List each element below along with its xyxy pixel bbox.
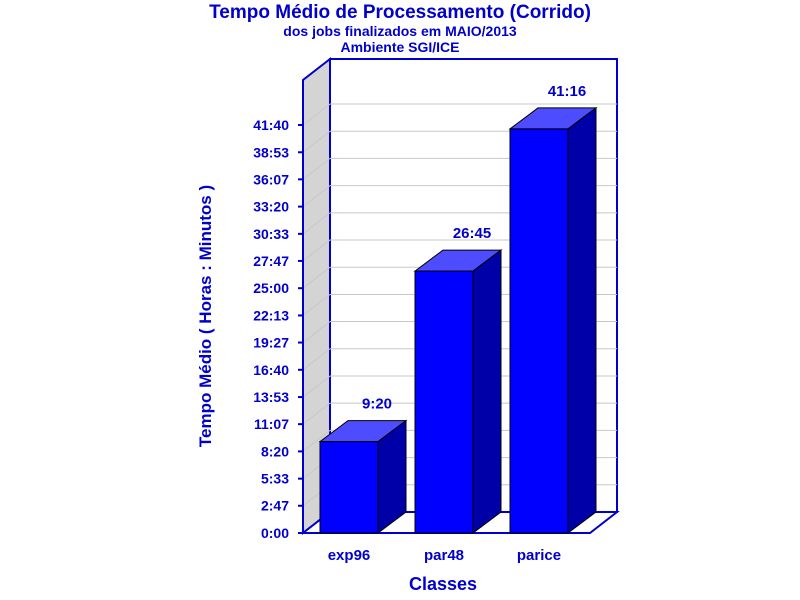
y-tick-label: 0:00 <box>261 525 289 541</box>
y-tick-label: 25:00 <box>253 280 289 296</box>
bar <box>509 128 569 534</box>
x-tick-label: exp96 <box>328 547 371 564</box>
gridline-side <box>302 266 331 289</box>
bar-value-label: 41:16 <box>548 83 586 100</box>
y-tick-label: 11:07 <box>254 416 289 432</box>
x-axis-label: Classes <box>409 574 477 594</box>
bar-side <box>567 106 597 534</box>
gridline-side <box>302 103 331 126</box>
y-tick-label: 27:47 <box>253 253 289 269</box>
gridline-side <box>302 239 331 262</box>
gridline-side <box>302 430 331 452</box>
y-tick-label: 30:33 <box>253 226 289 242</box>
gridline-side <box>302 375 331 398</box>
y-tick-label: 33:20 <box>253 199 289 215</box>
y-tick-label: 16:40 <box>253 362 289 378</box>
chart-subtitle: dos jobs finalizados em MAIO/2013 <box>283 23 517 39</box>
bar-value-label: 9:20 <box>362 396 392 413</box>
y-tick-label: 8:20 <box>261 443 289 459</box>
y-tick-label: 38:53 <box>253 144 289 160</box>
chart-subtitle-environment: Ambiente SGI/ICE <box>340 39 460 55</box>
x-tick-label: par48 <box>424 547 464 564</box>
gridline-side <box>302 402 331 425</box>
y-tick-label: 13:53 <box>253 389 289 405</box>
gridline-side <box>302 348 331 371</box>
y-tick-label: 2:47 <box>261 498 289 514</box>
y-tick-label: 36:07 <box>253 171 289 187</box>
gridline-side <box>302 321 331 343</box>
bar <box>414 270 474 534</box>
chart-title: Tempo Médio de Processamento (Corrido) <box>209 2 591 23</box>
gridline-side <box>302 157 331 180</box>
gridline-side <box>302 185 331 207</box>
gridline-side <box>302 130 331 153</box>
gridline-side <box>302 212 331 235</box>
y-axis-label: Tempo Médio ( Horas : Minutos ) <box>196 185 215 447</box>
y-tick-label: 41:40 <box>253 117 289 133</box>
y-tick-label: 19:27 <box>253 335 289 351</box>
y-tick-label: 22:13 <box>253 307 289 323</box>
x-tick-label: parice <box>517 547 561 564</box>
bar <box>319 441 379 534</box>
bar-value-label: 26:45 <box>453 225 491 242</box>
bar-side <box>472 249 502 534</box>
gridline-side <box>302 294 331 316</box>
y-tick-label: 5:33 <box>261 471 289 487</box>
